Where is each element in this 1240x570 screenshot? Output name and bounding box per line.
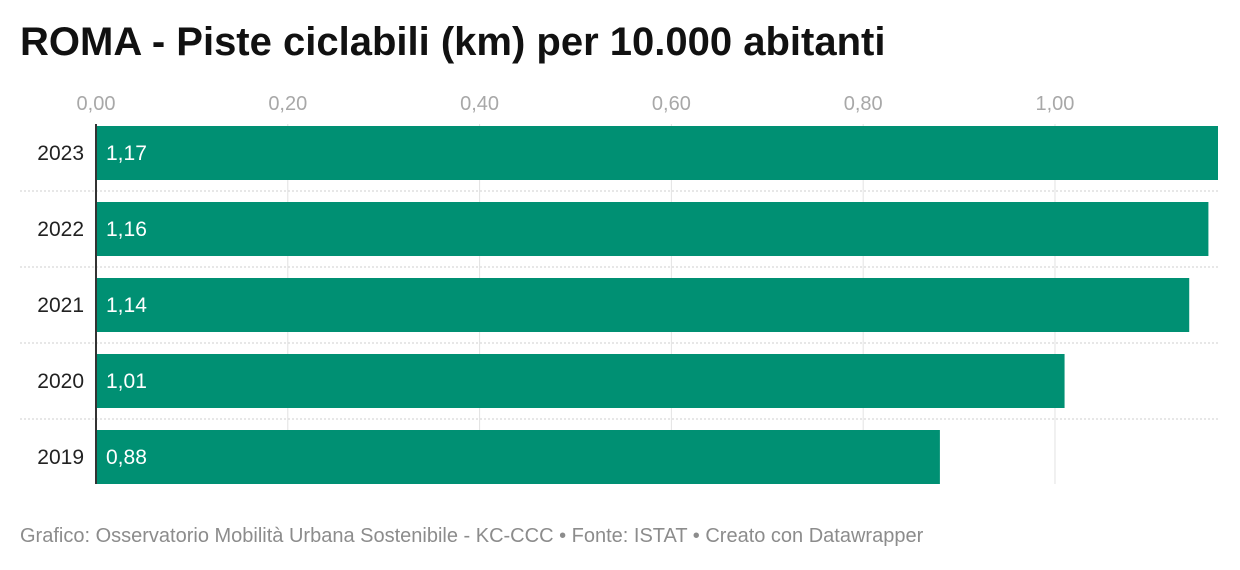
category-label: 2023 xyxy=(37,142,84,165)
x-tick-label: 1,00 xyxy=(1036,93,1075,115)
category-label: 2022 xyxy=(37,218,84,241)
value-label: 1,01 xyxy=(106,370,147,393)
x-tick-label: 0,40 xyxy=(460,93,499,115)
value-label: 1,14 xyxy=(106,294,147,317)
value-label: 0,88 xyxy=(106,446,147,469)
bar-2022 xyxy=(96,202,1209,256)
value-label: 1,16 xyxy=(106,218,147,241)
value-label: 1,17 xyxy=(106,142,147,165)
x-tick-label: 0,80 xyxy=(844,93,883,115)
bar-2021 xyxy=(96,278,1190,332)
category-label: 2021 xyxy=(37,294,84,317)
category-label: 2019 xyxy=(37,446,84,469)
x-tick-label: 0,00 xyxy=(77,93,116,115)
bar-2019 xyxy=(96,430,940,484)
x-tick-label: 0,60 xyxy=(652,93,691,115)
category-label: 2020 xyxy=(37,370,84,393)
chart-title: ROMA - Piste ciclabili (km) per 10.000 a… xyxy=(20,20,886,64)
chart-footer: Grafico: Osservatorio Mobilità Urbana So… xyxy=(20,525,924,547)
bar-2023 xyxy=(96,126,1218,180)
x-tick-label: 0,20 xyxy=(268,93,307,115)
bar-2020 xyxy=(96,354,1065,408)
